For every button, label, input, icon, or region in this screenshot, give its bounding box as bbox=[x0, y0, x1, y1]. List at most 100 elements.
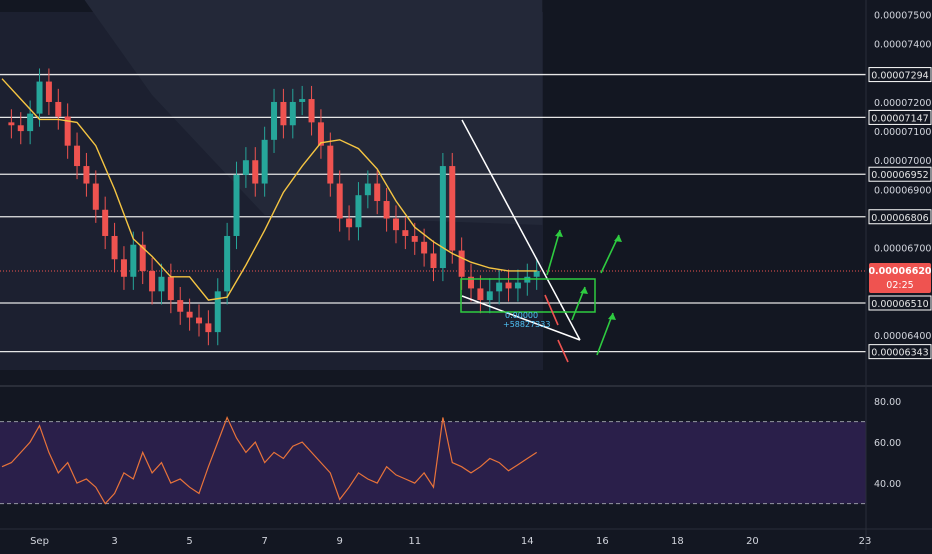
candle-body bbox=[102, 209, 109, 236]
candle-body bbox=[299, 99, 306, 102]
candle-body bbox=[74, 145, 81, 167]
level-label: 0.00006510 bbox=[871, 299, 928, 310]
bearish-arrow bbox=[557, 339, 569, 363]
time-axis-label: 3 bbox=[111, 536, 117, 547]
level-label-box bbox=[868, 209, 932, 225]
candle-body bbox=[195, 317, 202, 324]
candle-body bbox=[224, 235, 231, 292]
wedge-upper-line bbox=[461, 119, 581, 341]
level-label-box bbox=[868, 166, 932, 182]
level-label-box bbox=[868, 109, 932, 125]
candle-body bbox=[139, 244, 146, 271]
candle-body bbox=[233, 174, 240, 236]
candle-body bbox=[177, 300, 184, 312]
candle-body bbox=[402, 230, 409, 236]
bullish-arrow bbox=[600, 234, 620, 274]
candle-body bbox=[261, 139, 268, 184]
price-axis-label: 0.00007500 bbox=[874, 11, 931, 22]
level-label: 0.00006806 bbox=[871, 213, 928, 224]
candle-body bbox=[449, 166, 456, 251]
level-label: 0.00007294 bbox=[871, 71, 928, 82]
candle-body bbox=[308, 99, 315, 123]
candle-body bbox=[533, 270, 540, 277]
price-axis-label: 0.00006400 bbox=[874, 331, 931, 342]
time-axis-label: 18 bbox=[671, 536, 684, 547]
time-axis-label: 11 bbox=[408, 536, 421, 547]
price-axis-label: 0.00007100 bbox=[874, 127, 931, 138]
candle-body bbox=[346, 218, 353, 228]
level-label: 0.00007147 bbox=[871, 113, 928, 124]
level-label: 0.00006343 bbox=[871, 348, 928, 359]
price-axis-label: 0.00006900 bbox=[874, 185, 931, 196]
candle-body bbox=[45, 81, 52, 102]
level-label-box bbox=[868, 344, 932, 360]
candle-body bbox=[458, 250, 465, 277]
candle-body bbox=[27, 113, 34, 132]
time-axis-label: Sep bbox=[30, 536, 49, 547]
rsi-axis-label: 80.00 bbox=[874, 397, 901, 408]
candle-body bbox=[252, 160, 259, 184]
breakout-box bbox=[460, 278, 596, 313]
bearish-arrow bbox=[544, 294, 559, 326]
candle-body bbox=[271, 101, 278, 140]
level-label: 0.00006952 bbox=[871, 170, 928, 181]
candle-body bbox=[355, 195, 362, 228]
candle-body bbox=[130, 244, 137, 277]
candle-body bbox=[8, 122, 15, 126]
time-axis-label: 5 bbox=[186, 536, 192, 547]
time-axis-label: 16 bbox=[596, 536, 609, 547]
candle-body bbox=[36, 81, 43, 114]
annotation-text: 0.00000 bbox=[505, 311, 538, 320]
candle-body bbox=[83, 166, 90, 184]
current-price-text: 0.00006620 bbox=[868, 266, 931, 277]
rsi-axis-label: 40.00 bbox=[874, 479, 901, 490]
candle-body bbox=[120, 259, 127, 277]
wedge-lower-line bbox=[461, 295, 581, 341]
candle-body bbox=[186, 311, 193, 318]
candle-body bbox=[17, 125, 24, 132]
candle-body bbox=[439, 166, 446, 269]
current-price-tag bbox=[869, 262, 931, 293]
candle-body bbox=[205, 323, 212, 333]
candle-body bbox=[158, 276, 165, 292]
bullish-arrow-head bbox=[580, 287, 588, 294]
level-label-box bbox=[868, 295, 932, 311]
bullish-arrow-head bbox=[555, 230, 563, 237]
time-axis-label: 23 bbox=[859, 536, 872, 547]
rsi-band bbox=[0, 421, 866, 504]
candle-body bbox=[167, 276, 174, 301]
price-axis-label: 0.00007200 bbox=[874, 98, 931, 109]
candle-body bbox=[374, 183, 381, 202]
candle-body bbox=[505, 282, 512, 289]
time-axis-label: 14 bbox=[521, 536, 534, 547]
moving-average-line bbox=[1, 78, 537, 301]
candle-body bbox=[411, 235, 418, 242]
candle-body bbox=[468, 276, 475, 289]
candle-body bbox=[477, 288, 484, 301]
candle-body bbox=[383, 201, 390, 219]
candle-body bbox=[92, 183, 99, 210]
candle-body bbox=[111, 235, 118, 260]
time-axis-label: 20 bbox=[746, 536, 759, 547]
candle-body bbox=[336, 183, 343, 219]
bullish-arrow bbox=[596, 312, 614, 356]
candle-body bbox=[242, 160, 249, 175]
candle-body bbox=[364, 183, 371, 196]
price-axis-label: 0.00007000 bbox=[874, 156, 931, 167]
candle-body bbox=[280, 101, 287, 126]
level-label-box bbox=[868, 67, 932, 83]
candle-body bbox=[55, 101, 62, 117]
rsi-line bbox=[1, 415, 538, 505]
bullish-arrow bbox=[546, 229, 561, 276]
candle-body bbox=[149, 270, 156, 292]
bullish-arrow-head bbox=[608, 313, 616, 320]
candle-body bbox=[430, 253, 437, 269]
candle-body bbox=[214, 291, 221, 333]
candle-body bbox=[317, 122, 324, 146]
time-axis-label: 9 bbox=[337, 536, 343, 547]
rsi-axis-label: 60.00 bbox=[874, 438, 901, 449]
candle-body bbox=[327, 145, 334, 184]
candle-body bbox=[514, 282, 521, 289]
